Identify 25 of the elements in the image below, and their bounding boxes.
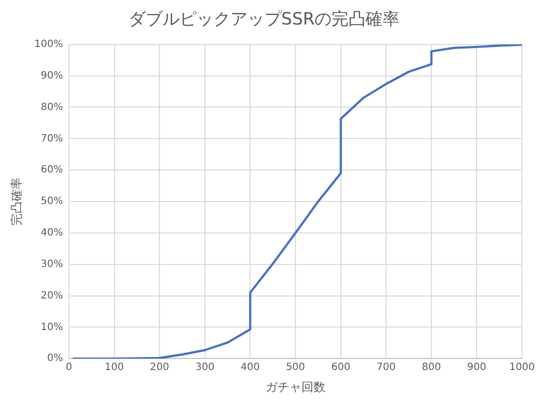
x-tick-label: 500 [286,362,306,374]
y-tick-label: 10% [40,322,63,333]
y-tick-label: 80% [40,102,63,113]
x-tick-label: 600 [331,362,350,374]
x-tick-label: 300 [195,362,214,374]
x-tick-label: 800 [422,362,441,374]
y-tick-label: 20% [40,290,63,302]
y-tick-label: 30% [40,258,63,270]
y-tick-label: 60% [40,164,63,176]
x-tick-label: 1000 [509,362,535,374]
y-tick-label: 40% [40,228,63,239]
y-tick-label: 100% [34,38,63,50]
x-tick-label: 400 [240,362,260,374]
y-tick-label: 50% [40,196,63,208]
x-tick-label: 900 [467,362,486,374]
x-axis-title: ガチャ回数 [265,380,326,394]
x-tick-label: 200 [150,362,170,374]
y-tick-label: 70% [40,133,63,144]
x-tick-label: 100 [104,362,124,374]
x-tick-label: 700 [376,362,396,374]
y-tick-label: 0% [47,353,63,364]
chart-title: ダブルピックアップSSRの完凸確率 [128,10,400,30]
y-axis-title: 完凸確率 [9,178,24,226]
x-tick-label: 0 [66,362,72,374]
y-tick-label: 90% [40,70,63,82]
